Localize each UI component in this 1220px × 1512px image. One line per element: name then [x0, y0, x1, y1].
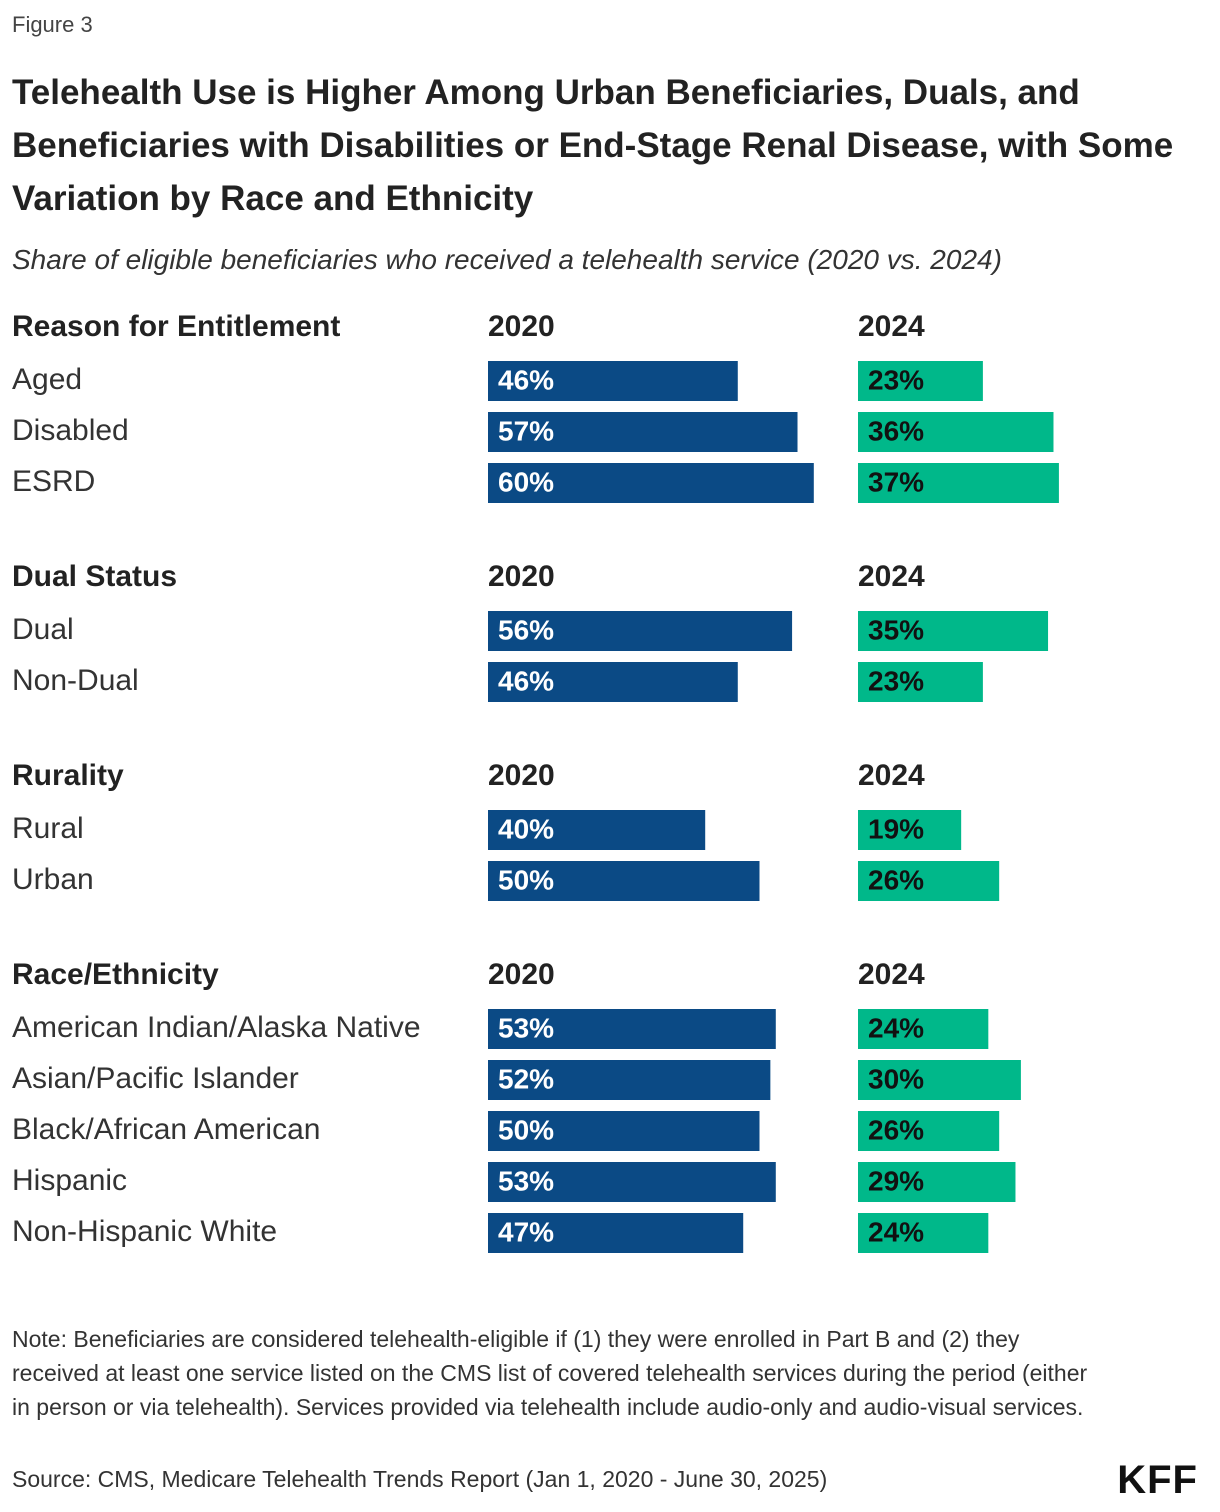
- value-label: 23%: [868, 665, 924, 696]
- value-label: 26%: [868, 1114, 924, 1145]
- bar: [858, 412, 1054, 452]
- value-label: 24%: [868, 1012, 924, 1043]
- bar: [858, 1162, 1016, 1202]
- column-header: 2024: [858, 560, 925, 593]
- bar: [858, 1213, 989, 1253]
- bar: [858, 361, 983, 401]
- value-label: 37%: [868, 466, 924, 497]
- value-label: 47%: [498, 1216, 554, 1247]
- row-label: Non-Hispanic White: [12, 1215, 277, 1248]
- bar: [488, 1213, 744, 1253]
- logo: KFF: [1117, 1458, 1198, 1502]
- value-label: 35%: [868, 614, 924, 645]
- bar: [858, 1009, 989, 1049]
- value-label: 53%: [498, 1012, 554, 1043]
- bar: [488, 662, 738, 702]
- row-label: Aged: [12, 363, 82, 396]
- bar: [488, 1060, 771, 1100]
- value-label: 57%: [498, 415, 554, 446]
- row-label: ESRD: [12, 465, 95, 498]
- value-label: 36%: [868, 415, 924, 446]
- row-label: American Indian/Alaska Native: [12, 1011, 421, 1044]
- column-header: 2020: [488, 958, 555, 991]
- chart: Reason for Entitlement 2020 2024 Aged 46% 23%…: [12, 310, 1059, 1253]
- bar: [858, 1060, 1021, 1100]
- value-label: 26%: [868, 864, 924, 895]
- value-label: 50%: [498, 1114, 554, 1145]
- value-label: 40%: [498, 813, 554, 844]
- value-label: 29%: [868, 1165, 924, 1196]
- value-label: 52%: [498, 1063, 554, 1094]
- bar: [858, 662, 983, 702]
- value-label: 24%: [868, 1216, 924, 1247]
- bar: [858, 861, 1000, 901]
- value-label: 30%: [868, 1063, 924, 1094]
- value-label: 60%: [498, 466, 554, 497]
- value-label: 50%: [498, 864, 554, 895]
- source: Source: CMS, Medicare Telehealth Trends …: [12, 1466, 828, 1492]
- value-label: 53%: [498, 1165, 554, 1196]
- bar: [488, 1162, 776, 1202]
- group-header: Race/Ethnicity: [12, 958, 219, 991]
- value-label: 23%: [868, 364, 924, 395]
- column-header: 2024: [858, 759, 925, 792]
- value-label: 46%: [498, 364, 554, 395]
- column-header: 2024: [858, 958, 925, 991]
- bar: [488, 412, 798, 452]
- bar: [488, 1111, 760, 1151]
- value-label: 56%: [498, 614, 554, 645]
- value-label: 46%: [498, 665, 554, 696]
- figure-label: Figure 3: [12, 12, 93, 37]
- row-label: Hispanic: [12, 1164, 127, 1197]
- group-header: Rurality: [12, 759, 124, 792]
- column-header: 2020: [488, 310, 555, 343]
- chart-title: Telehealth Use is Higher Among Urban Ben…: [12, 73, 1174, 218]
- row-label: Rural: [12, 812, 84, 845]
- row-label: Dual: [12, 613, 74, 646]
- bar: [488, 810, 706, 850]
- bar: [858, 463, 1059, 503]
- row-label: Non-Dual: [12, 664, 139, 697]
- bar: [488, 463, 814, 503]
- row-label: Disabled: [12, 414, 129, 447]
- column-header: 2024: [858, 310, 925, 343]
- chart-subtitle: Share of eligible beneficiaries who rece…: [12, 244, 1002, 275]
- bar: [858, 810, 962, 850]
- group-header: Reason for Entitlement: [12, 310, 340, 343]
- row-label: Urban: [12, 863, 94, 896]
- column-header: 2020: [488, 560, 555, 593]
- group-header: Dual Status: [12, 560, 177, 593]
- column-header: 2020: [488, 759, 555, 792]
- bar: [488, 1009, 776, 1049]
- row-label: Black/African American: [12, 1113, 320, 1146]
- bar: [858, 1111, 1000, 1151]
- row-label: Asian/Pacific Islander: [12, 1062, 299, 1095]
- note: Note: Beneficiaries are considered teleh…: [12, 1326, 1088, 1420]
- bar: [488, 361, 738, 401]
- bar: [858, 611, 1049, 651]
- bar: [488, 611, 793, 651]
- bar: [488, 861, 760, 901]
- value-label: 19%: [868, 813, 924, 844]
